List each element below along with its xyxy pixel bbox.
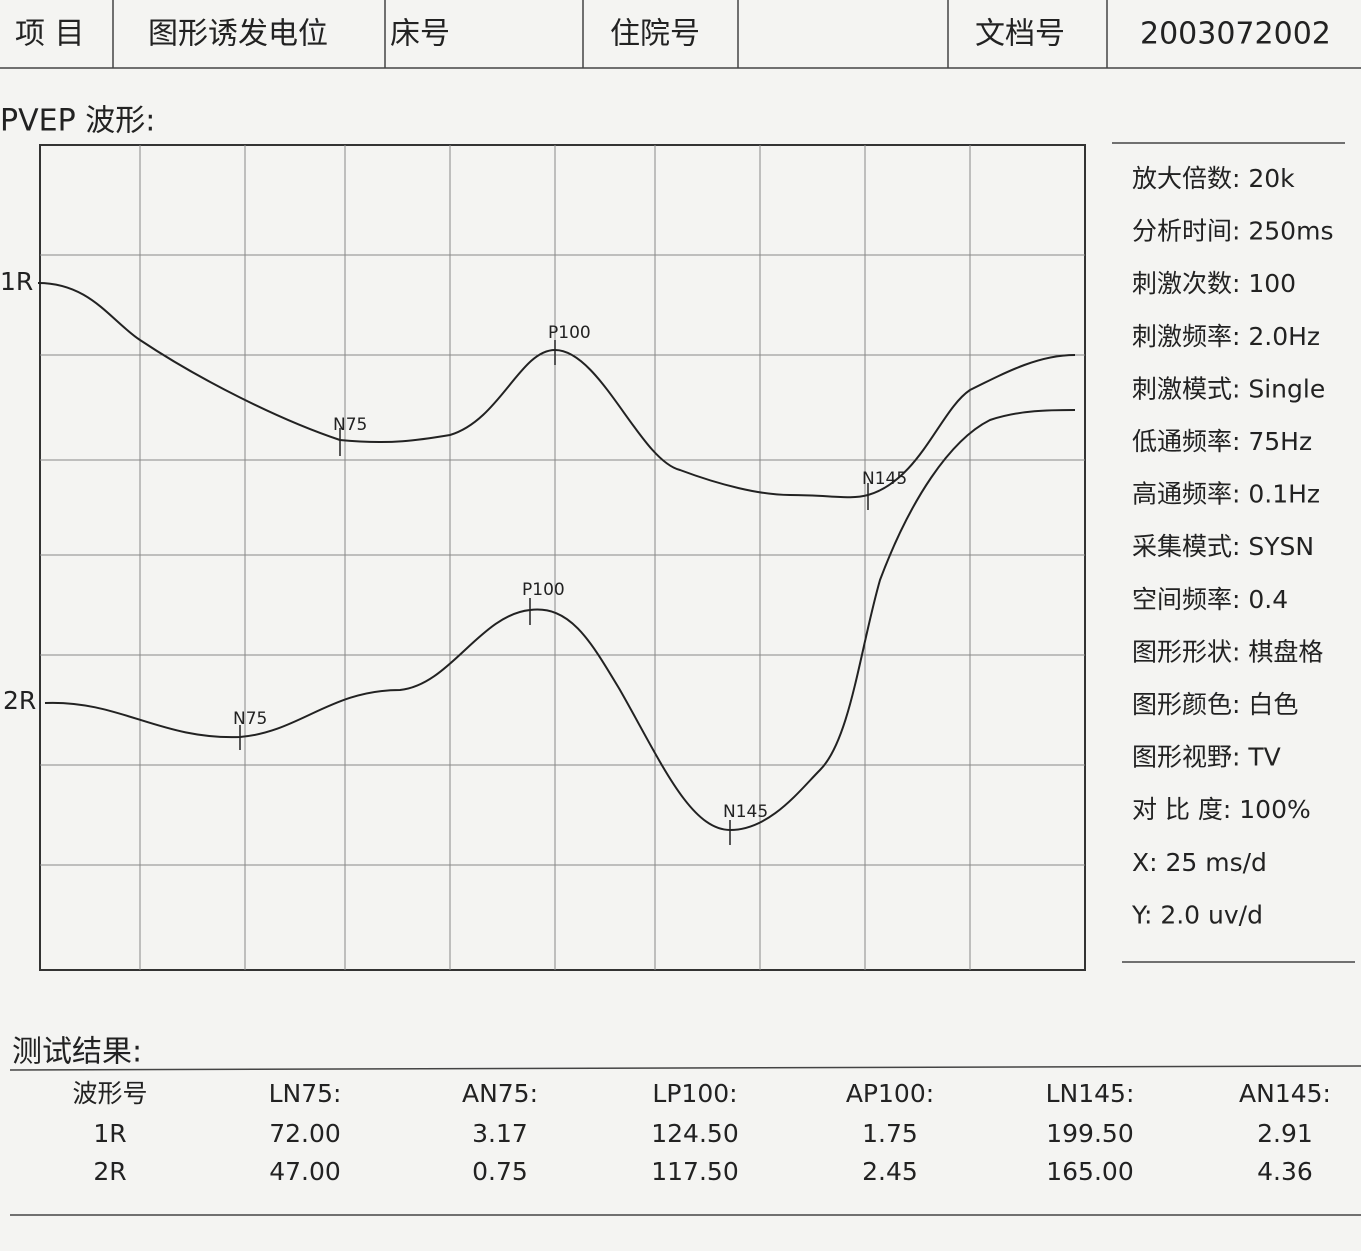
grid	[40, 145, 1085, 970]
peak-label: N145	[862, 469, 907, 489]
results-cell: 0.75	[472, 1157, 528, 1186]
results-header: AN75:	[462, 1079, 538, 1108]
results-cell: 4.36	[1257, 1157, 1313, 1186]
results-cell: 117.50	[651, 1157, 738, 1186]
results-cell: 1.75	[862, 1119, 918, 1148]
header-lines	[0, 0, 1361, 69]
results-header: LP100:	[652, 1079, 737, 1108]
header-cell: 住院号	[610, 17, 700, 52]
setting: 放大倍数: 20k	[1132, 164, 1295, 193]
header-cell: 图形诱发电位	[148, 17, 328, 52]
results-cell: 124.50	[651, 1119, 738, 1148]
setting: 低通频率: 75Hz	[1132, 427, 1312, 456]
results-cell: 47.00	[269, 1157, 341, 1186]
setting: X: 25 ms/d	[1132, 848, 1267, 877]
peak-label: N145	[723, 802, 768, 822]
results-cell: 1R	[93, 1119, 126, 1148]
setting: Y: 2.0 uv/d	[1131, 900, 1263, 929]
setting: 刺激次数: 100	[1132, 269, 1296, 298]
header-cell: 床号	[390, 17, 450, 52]
peak-label: P100	[548, 323, 591, 343]
results-title: 测试结果:	[12, 1035, 142, 1070]
results-cell: 2.91	[1257, 1119, 1313, 1148]
trace-label: 1R	[0, 267, 33, 296]
peak-label: P100	[522, 580, 565, 600]
results-header: AN145:	[1239, 1079, 1331, 1108]
header-cell: 项 目	[15, 17, 85, 52]
peak-label: N75	[333, 415, 367, 435]
setting: 刺激模式: Single	[1132, 374, 1325, 403]
setting: 刺激频率: 2.0Hz	[1132, 322, 1320, 351]
results-cell: 199.50	[1046, 1119, 1133, 1148]
setting: 图形形状: 棋盘格	[1132, 637, 1323, 666]
setting: 对 比 度: 100%	[1132, 795, 1311, 824]
results-header: LN145:	[1046, 1079, 1135, 1108]
setting: 图形颜色: 白色	[1132, 690, 1298, 719]
trace-1r	[37, 282, 1076, 499]
results-header: AP100:	[846, 1079, 934, 1108]
results-cell: 2R	[93, 1157, 126, 1186]
results-cell: 72.00	[269, 1119, 341, 1148]
header-cell: 2003072002	[1140, 17, 1331, 52]
setting: 空间频率: 0.4	[1132, 585, 1288, 614]
results-header: LN75:	[269, 1079, 342, 1108]
plot-frame	[39, 144, 1086, 971]
setting: 采集模式: SYSN	[1132, 532, 1314, 561]
results-cell: 165.00	[1046, 1157, 1133, 1186]
header-cell: 文档号	[975, 17, 1065, 52]
results-header: 波形号	[72, 1079, 147, 1108]
setting: 高通频率: 0.1Hz	[1132, 480, 1320, 509]
trace-2r	[44, 409, 1076, 832]
peak-ticks	[239, 340, 869, 845]
results-cell: 3.17	[472, 1119, 528, 1148]
results-cell: 2.45	[862, 1157, 918, 1186]
peak-label: N75	[233, 709, 267, 729]
section-title: PVEP 波形:	[0, 104, 155, 139]
setting: 图形视野: TV	[1132, 743, 1281, 772]
setting: 分析时间: 250ms	[1132, 217, 1333, 246]
trace-label: 2R	[3, 686, 36, 715]
plot	[37, 144, 1086, 971]
results-top	[9, 1065, 1361, 1071]
